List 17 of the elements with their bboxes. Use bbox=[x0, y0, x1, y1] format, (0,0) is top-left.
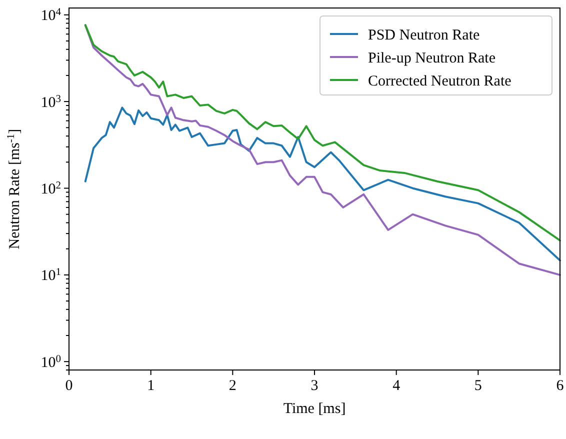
legend-label: PSD Neutron Rate bbox=[368, 27, 480, 44]
y-tick-label: 10$^{3}$ bbox=[40, 93, 61, 111]
x-axis-title: Time [ms] bbox=[283, 401, 346, 417]
legend-label: Pile-up Neutron Rate bbox=[368, 50, 496, 66]
legend-label: Corrected Neutron Rate bbox=[368, 73, 512, 90]
x-tick-label: 3 bbox=[310, 378, 318, 394]
y-tick-label: 10$^{1}$ bbox=[40, 266, 61, 284]
x-tick-label: 0 bbox=[65, 378, 73, 394]
x-tick-label: 2 bbox=[228, 378, 236, 394]
y-tick-label: 10$^{4}$ bbox=[40, 6, 62, 24]
x-tick-label: 1 bbox=[147, 378, 155, 394]
y-tick-label: 10$^{2}$ bbox=[40, 180, 61, 198]
line-series bbox=[84, 106, 561, 262]
y-tick-label: 10$^{0}$ bbox=[40, 353, 61, 371]
x-tick-label: 4 bbox=[392, 378, 401, 394]
x-tick-label: 5 bbox=[474, 378, 482, 394]
x-tick-label: 6 bbox=[556, 378, 564, 394]
